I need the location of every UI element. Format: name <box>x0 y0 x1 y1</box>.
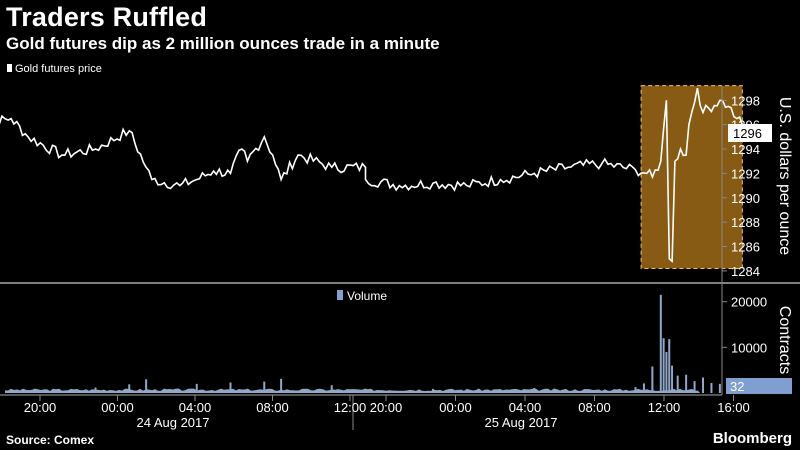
volume-bar <box>330 385 333 393</box>
price-panel: Gold futures price U.S. dollars per ounc… <box>0 63 793 279</box>
chart-title: Traders Ruffled <box>6 2 208 32</box>
volume-bar <box>676 375 679 393</box>
source-note: Source: Comex <box>6 433 95 447</box>
x-tick-label: 04:00 <box>509 400 542 415</box>
volume-bar <box>651 366 654 393</box>
volume-bar <box>263 381 266 393</box>
volume-bar <box>145 379 148 393</box>
volume-y-tick-label: 10000 <box>731 340 767 355</box>
x-tick-label: 08:00 <box>256 400 289 415</box>
bloomberg-logo: Bloomberg <box>712 430 792 447</box>
volume-last-value-label: 32 <box>730 379 744 394</box>
x-tick-label: 20:00 <box>370 400 403 415</box>
x-tick-label: 00:00 <box>101 400 134 415</box>
volume-bar <box>671 365 674 393</box>
volume-bar <box>668 339 671 393</box>
volume-baseline <box>5 388 700 393</box>
volume-bar <box>128 384 131 393</box>
chart-subtitle: Gold futures dip as 2 million ounces tra… <box>6 34 440 53</box>
date-label-25-aug: 25 Aug 2017 <box>484 415 557 430</box>
price-y-tick-label: 1294 <box>731 142 760 157</box>
volume-bar <box>702 377 704 393</box>
price-line <box>0 87 744 263</box>
volume-bar <box>710 382 713 393</box>
volume-y-tick-label: 20000 <box>731 295 767 310</box>
x-tick-label: 12:00 <box>334 400 367 415</box>
volume-bar <box>642 383 645 393</box>
price-legend-label: Gold futures price <box>15 63 102 75</box>
date-label-24-aug: 24 Aug 2017 <box>136 415 209 430</box>
volume-legend-label: Volume <box>347 289 387 303</box>
volume-bar <box>718 383 721 393</box>
price-last-value-label: 1296 <box>733 126 762 141</box>
volume-bar <box>665 351 668 393</box>
price-y-tick-label: 1292 <box>731 166 760 181</box>
price-y-tick-label: 1286 <box>731 240 760 255</box>
price-legend-swatch <box>7 64 12 72</box>
price-last-value-tag: 1296 <box>728 124 772 142</box>
price-y-axis-label: U.S. dollars per ounce <box>776 97 793 255</box>
x-tick-label: 08:00 <box>578 400 611 415</box>
volume-bar <box>685 374 688 393</box>
volume-bar <box>659 294 662 393</box>
x-tick-label: 00:00 <box>439 400 472 415</box>
volume-bar <box>229 382 232 393</box>
volume-bar <box>195 383 198 393</box>
volume-bar <box>693 381 696 393</box>
price-y-tick-label: 1284 <box>731 264 760 279</box>
price-y-tick-label: 1288 <box>731 215 760 230</box>
price-y-tick-label: 1298 <box>731 93 760 108</box>
x-tick-label: 04:00 <box>179 400 212 415</box>
volume-panel: Volume Contracts 10000 20000 32 <box>5 289 793 394</box>
volume-legend-swatch <box>337 290 343 300</box>
x-tick-label: 16:00 <box>717 400 750 415</box>
highlight-region <box>640 85 743 269</box>
volume-y-axis-label: Contracts <box>776 306 793 374</box>
volume-bar <box>662 338 665 393</box>
volume-bar <box>280 378 283 393</box>
x-tick-label: 12:00 <box>648 400 681 415</box>
volume-last-value-tag: 32 <box>726 378 792 394</box>
price-y-tick-label: 1290 <box>731 191 760 206</box>
x-tick-label: 20:00 <box>24 400 57 415</box>
